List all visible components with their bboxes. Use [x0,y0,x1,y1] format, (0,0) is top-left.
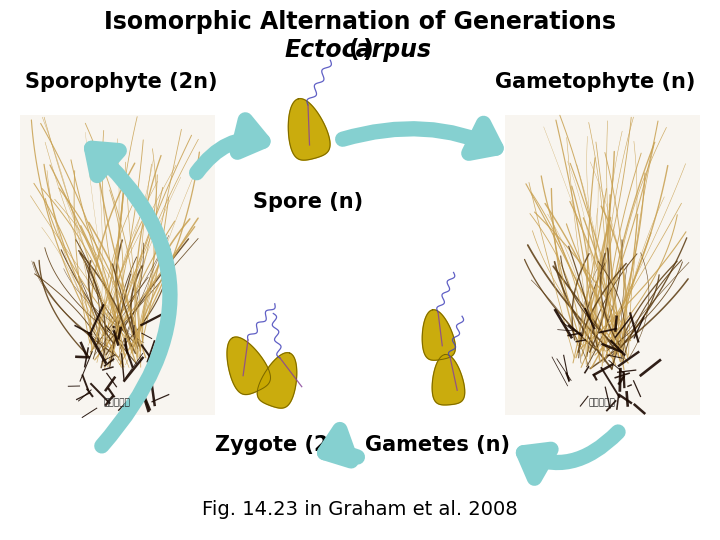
Polygon shape [422,310,455,360]
Text: Spore (n): Spore (n) [253,192,363,212]
Text: Sporophyte (2n): Sporophyte (2n) [25,72,217,92]
Polygon shape [257,353,297,408]
FancyArrowPatch shape [197,120,263,173]
Text: Gametes (n): Gametes (n) [365,435,510,455]
Text: Isomorphic Alternation of Generations: Isomorphic Alternation of Generations [104,10,616,34]
FancyArrowPatch shape [325,429,357,461]
Text: (: ( [349,38,360,62]
Text: Fig. 14.23 in Graham et al. 2008: Fig. 14.23 in Graham et al. 2008 [202,500,518,519]
Polygon shape [227,337,271,395]
Polygon shape [288,99,330,160]
Polygon shape [432,354,464,405]
Text: シオミドロ: シオミドロ [588,398,616,407]
Text: Zygote (2n): Zygote (2n) [215,435,353,455]
Bar [19,115,215,415]
Text: Ectocarpus: Ectocarpus [284,38,431,62]
Bar [505,115,700,415]
FancyArrowPatch shape [523,432,618,478]
FancyArrowPatch shape [91,148,170,446]
Text: シオミドロ: シオミドロ [104,398,130,407]
Text: ): ) [362,38,373,62]
Text: Gametophyte (n): Gametophyte (n) [495,72,695,92]
FancyArrowPatch shape [343,123,496,153]
